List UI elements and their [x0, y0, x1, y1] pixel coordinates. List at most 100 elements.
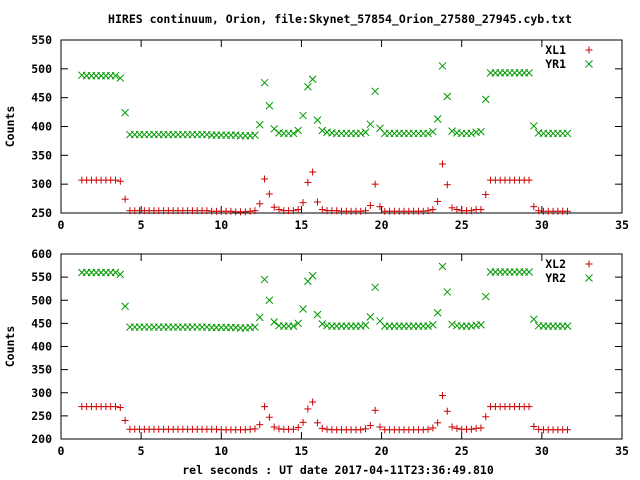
data-point	[477, 424, 485, 432]
legend-label: XL2	[545, 257, 566, 271]
data-point	[309, 168, 317, 176]
x-tick-label: 25	[455, 218, 469, 232]
x-tick-label: 10	[214, 444, 228, 458]
data-point	[362, 425, 370, 433]
data-point	[256, 421, 264, 429]
data-point	[443, 92, 452, 101]
y-tick-label: 500	[31, 293, 52, 307]
plot-frame	[60, 39, 623, 214]
data-point	[303, 82, 312, 91]
data-point	[438, 392, 446, 400]
data-point	[525, 268, 533, 276]
data-point	[429, 127, 437, 136]
data-point	[481, 292, 490, 301]
y-tick-label: 350	[31, 363, 52, 377]
data-point	[438, 62, 447, 70]
data-point	[111, 268, 120, 277]
data-point	[530, 423, 538, 431]
data-point	[424, 129, 432, 138]
data-point	[261, 403, 269, 411]
x-tick-label: 20	[375, 444, 389, 458]
data-point	[116, 404, 124, 412]
y-tick-label: 550	[31, 270, 52, 284]
data-point	[111, 403, 119, 411]
data-point	[438, 160, 446, 168]
bottom-panel: 0 5 10 15 20 25 30 35 200 250 300 350 400 450 500 550 60…	[3, 247, 629, 458]
data-point	[121, 417, 129, 424]
y-axis-label: Counts	[3, 326, 17, 368]
data-point	[467, 129, 476, 138]
data-point	[116, 74, 125, 82]
data-point	[270, 203, 278, 211]
data-point	[299, 111, 307, 120]
x-tick-label: 15	[294, 218, 308, 232]
chart-title: HIRES continuum, Orion, file:Skynet_5785…	[108, 12, 572, 27]
data-point	[318, 424, 326, 432]
data-point	[433, 115, 442, 123]
data-point	[467, 322, 476, 331]
data-point	[564, 426, 572, 434]
x-tick-label: 0	[58, 218, 65, 232]
x-tick-label: 30	[535, 444, 549, 458]
data-point	[564, 207, 572, 215]
data-point	[434, 197, 442, 205]
data-point	[563, 129, 572, 138]
data-point	[121, 108, 129, 117]
data-point	[525, 69, 533, 77]
y-tick-label: 250	[31, 409, 52, 423]
data-point	[438, 262, 447, 271]
data-point	[424, 322, 432, 331]
data-point	[275, 206, 283, 214]
data-point	[448, 320, 456, 329]
y-tick-label: 250	[31, 206, 52, 220]
data-point	[265, 101, 274, 110]
y-tick-label: 400	[31, 120, 52, 134]
data-point	[366, 422, 374, 430]
legend-marker	[585, 260, 593, 268]
data-point	[260, 275, 269, 284]
data-point	[265, 190, 273, 198]
data-point	[529, 122, 538, 130]
series-yr2	[77, 262, 572, 332]
data-point	[366, 202, 374, 210]
data-point	[251, 425, 259, 433]
data-point	[477, 320, 485, 329]
data-point	[366, 120, 375, 129]
legend-marker	[585, 274, 593, 282]
x-tick-label: 5	[138, 444, 145, 458]
legend-label: YR1	[545, 57, 566, 71]
data-point	[371, 180, 379, 188]
data-point	[376, 203, 384, 211]
data-point	[434, 419, 442, 427]
data-point	[356, 322, 365, 331]
data-point	[529, 315, 538, 324]
x-tick-label: 30	[535, 218, 549, 232]
data-point	[361, 128, 370, 137]
data-point	[371, 406, 379, 414]
data-point	[313, 419, 321, 427]
data-point	[121, 302, 129, 311]
data-point	[294, 206, 302, 214]
data-point	[270, 124, 279, 133]
data-point	[313, 116, 322, 125]
y-tick-label: 200	[31, 432, 52, 446]
series-yr1	[77, 62, 572, 140]
data-point	[535, 207, 543, 215]
data-point	[482, 191, 490, 199]
data-point	[299, 418, 307, 426]
data-point	[299, 199, 307, 207]
data-point	[261, 175, 269, 183]
data-point	[255, 120, 264, 129]
data-point	[333, 207, 341, 215]
data-point	[251, 131, 259, 140]
legend-label: YR2	[545, 271, 566, 285]
data-point	[429, 320, 437, 329]
data-point	[429, 206, 437, 214]
data-point	[304, 405, 312, 413]
data-point	[424, 425, 432, 433]
data-point	[270, 318, 279, 326]
data-point	[111, 71, 120, 80]
data-point	[289, 425, 297, 433]
data-point	[294, 319, 303, 328]
